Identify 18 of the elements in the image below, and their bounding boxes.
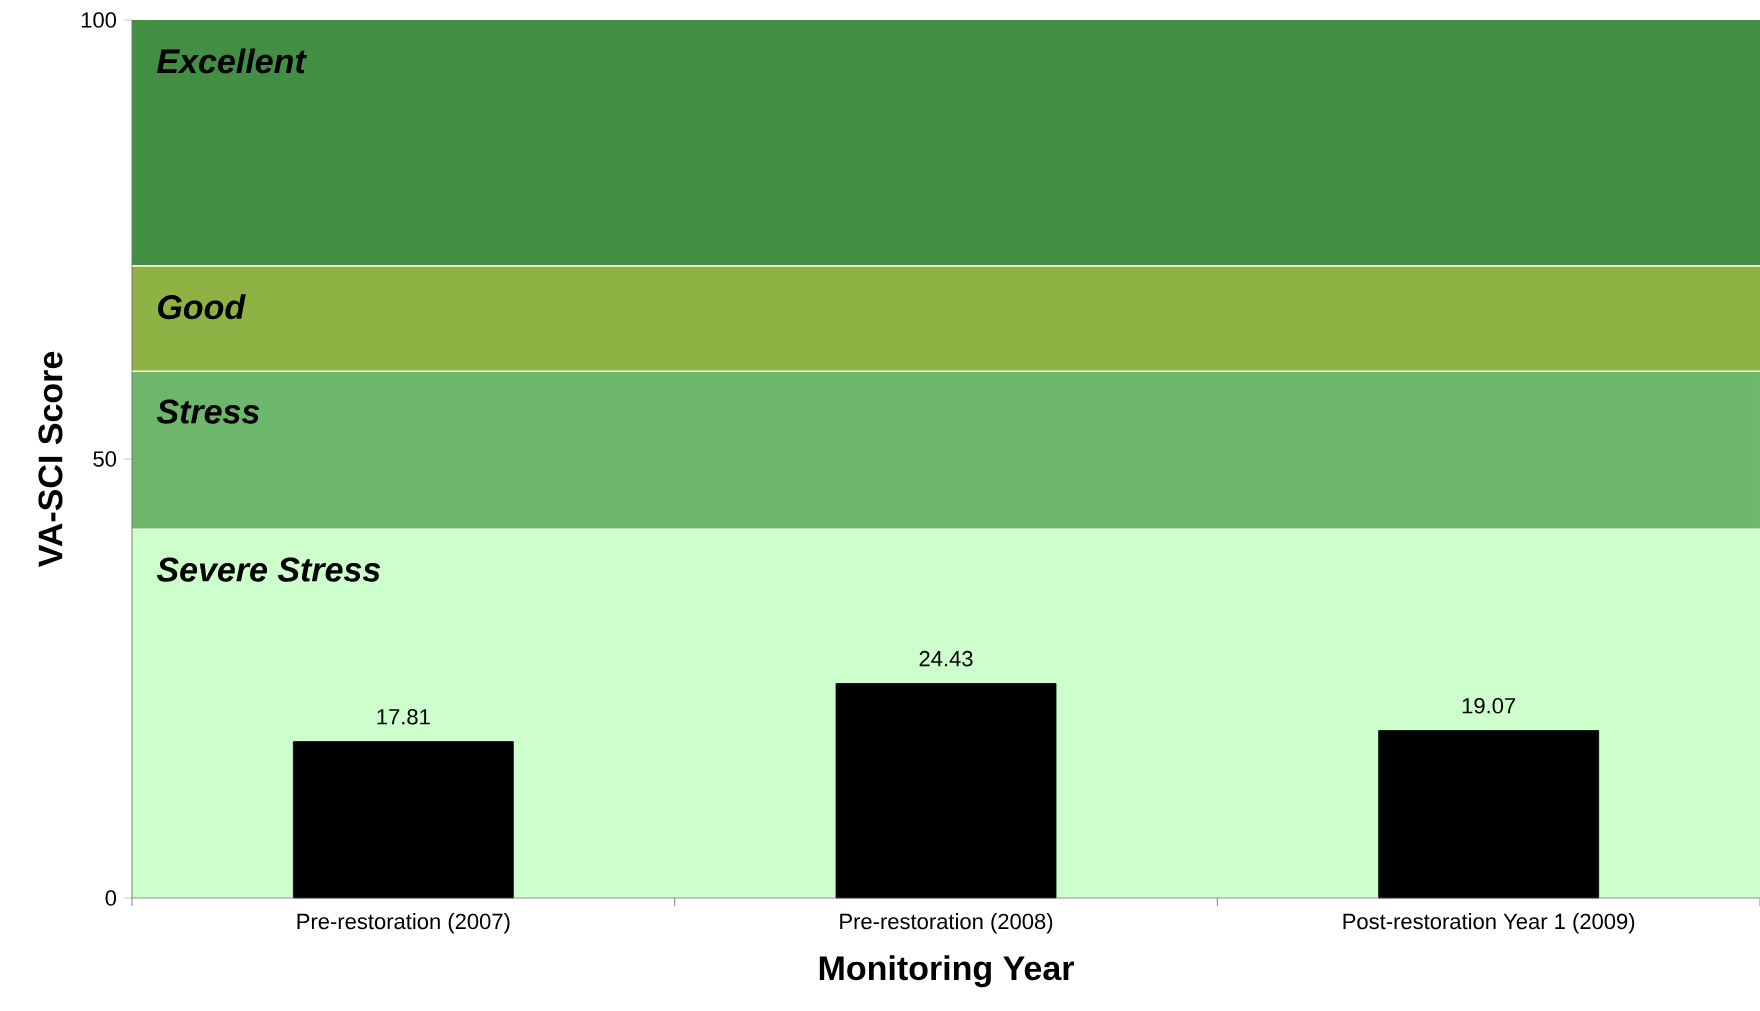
y-tick-label: 50 [93,451,117,467]
bar [835,683,1057,899]
bar [1378,730,1600,899]
data-label: 24.43 [919,650,973,667]
x-tick-label: Pre-restoration (2008) [840,913,1053,934]
data-label: 17.81 [377,709,430,725]
y-tick-label: 100 [81,12,117,28]
x-tick-label: Pre-restoration (2007) [297,913,510,934]
data-label: 19.07 [1462,697,1516,714]
y-tick-label: 0 [105,890,117,906]
x-tick-label: Post-restoration Year 1 (2009) [1343,913,1635,934]
band-label: Excellent [157,48,307,74]
band-label: Severe Stress [156,557,381,582]
band-label: Good [158,294,246,320]
x-axis-title: Monitoring Year [819,955,1074,988]
band-label: Stress [156,399,260,424]
bar [292,741,514,899]
y-axis-title: VA-SCI Score [38,351,63,568]
